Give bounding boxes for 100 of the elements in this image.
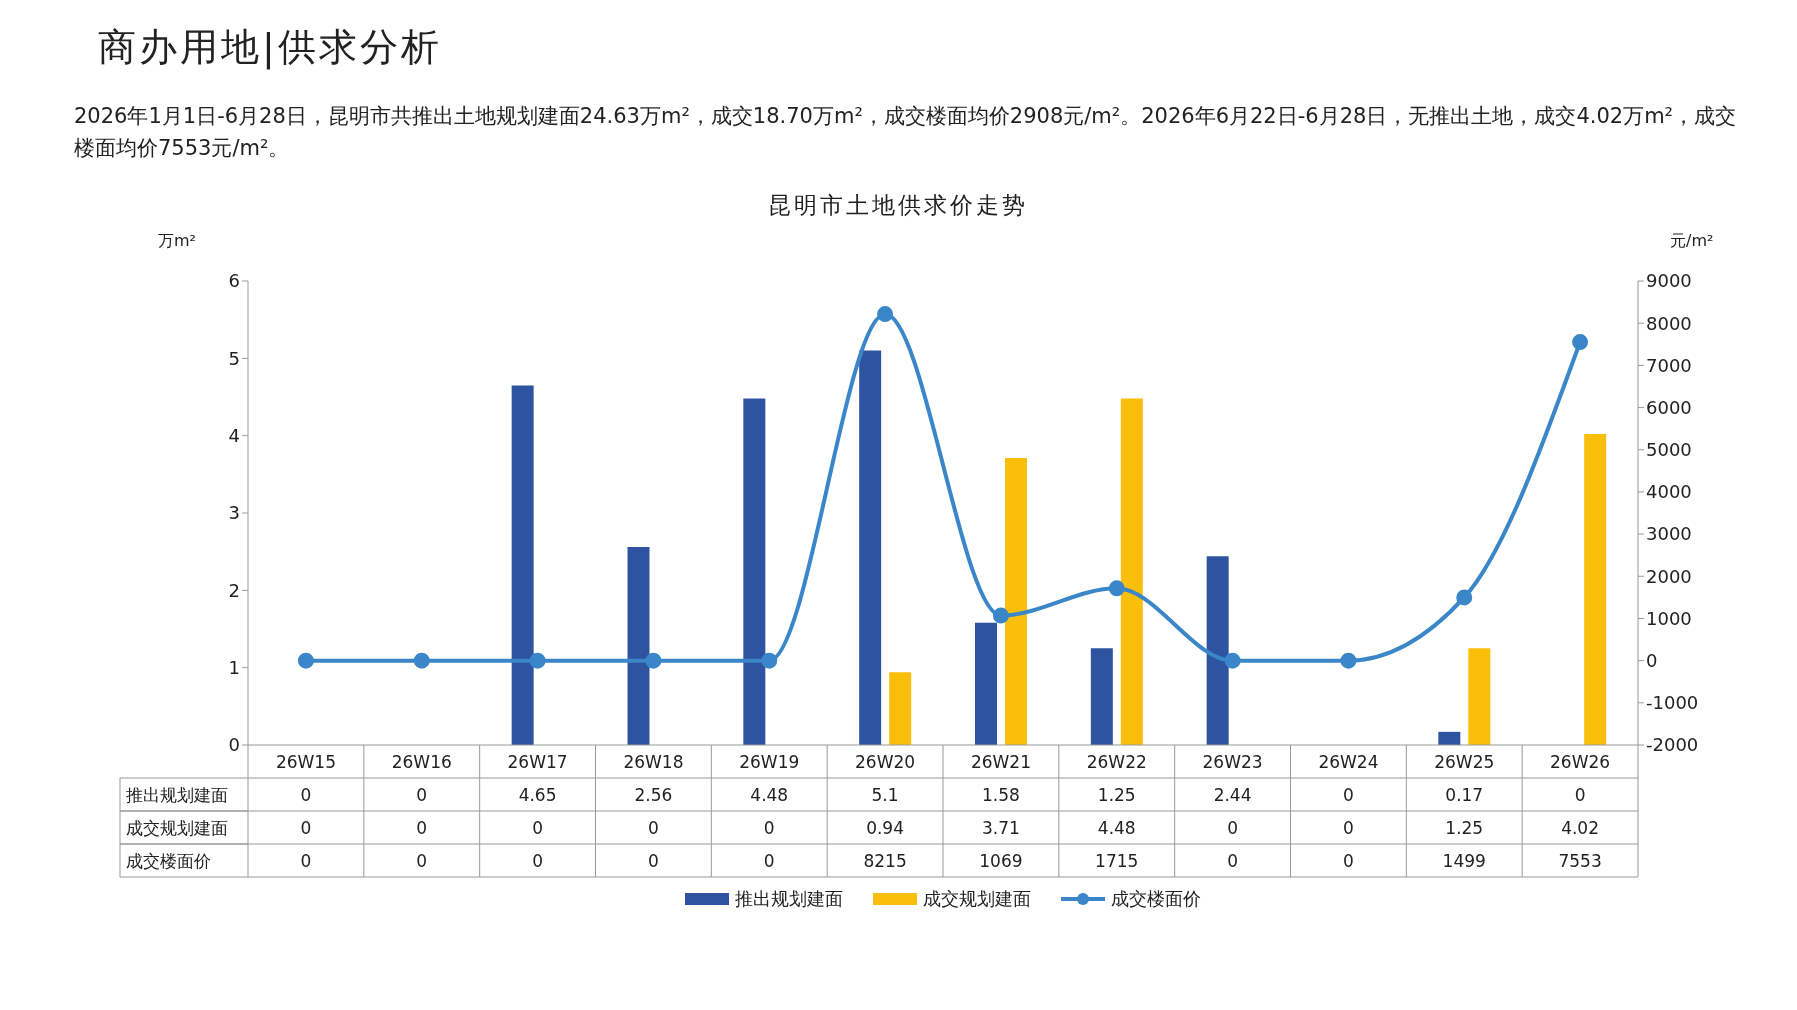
text: 2026年1月1日-6月28日，昆明市共推出土地规划建面24.63万m²，成交18.70万m²，成交楼面均价2908元/m²。2026年6月22日-6月28日，无推出土地，成交4.02万m²，成交楼面均价7553元/m²。 [73, 103, 1738, 162]
data-label: 0 [763, 817, 775, 838]
x-tick-label: 26W15 [275, 751, 336, 772]
y-tick-label: 2 [228, 579, 240, 601]
bar [1005, 458, 1027, 745]
text: 成交规划建面 [126, 817, 228, 838]
point [529, 652, 546, 669]
text: 商办用地|供求分析 [97, 24, 443, 72]
data-label: 0 [763, 850, 775, 871]
data-label: 4.48 [1097, 817, 1136, 838]
y2-tick-label: 7000 [1646, 354, 1692, 376]
data-label: 0 [416, 850, 428, 871]
y2-tick-label: 4000 [1646, 481, 1692, 503]
point [645, 652, 662, 669]
y2-tick-label: 6000 [1646, 396, 1692, 418]
y2-tick-label: -2000 [1646, 734, 1699, 756]
legend-label: 成交规划建面 [923, 887, 1031, 911]
bar [627, 547, 650, 745]
bar [1468, 648, 1491, 745]
data-label: 0 [648, 850, 659, 871]
data-label: 0 [1227, 817, 1238, 838]
data-label: 3.71 [981, 817, 1020, 838]
y-tick-label: 5 [228, 347, 240, 369]
y2-tick-label: 0 [1646, 650, 1658, 672]
bar [889, 672, 912, 745]
y-tick-label: 3 [228, 502, 240, 524]
bar [1584, 434, 1607, 745]
data-label: 4.02 [1561, 817, 1600, 838]
data-label: 0 [300, 784, 312, 805]
y2-axis-title: 元/m² [1670, 231, 1714, 252]
point [992, 607, 1009, 624]
point [1572, 334, 1589, 351]
data-label: 0 [1343, 784, 1354, 805]
chart-title: 昆明市土地供求价走势 [767, 191, 1029, 220]
y2-tick-label: 2000 [1646, 565, 1692, 587]
y-tick-label: 1 [228, 657, 240, 679]
point [1224, 652, 1241, 669]
data-label: 0.17 [1445, 784, 1484, 805]
y2-tick-label: 8000 [1646, 312, 1692, 334]
x-tick-label: 26W17 [507, 751, 568, 772]
legend-label: 推出规划建面 [735, 887, 843, 911]
y-axis-title: 万m² [158, 231, 196, 252]
y2-tick-label: -1000 [1646, 692, 1699, 714]
data-label: 4.65 [518, 784, 557, 805]
point [1456, 589, 1473, 606]
point [877, 306, 894, 323]
x-tick-label: 26W20 [855, 751, 916, 772]
point [413, 652, 430, 669]
y-tick-label: 4 [228, 425, 240, 447]
x-tick-label: 26W22 [1086, 751, 1147, 772]
data-label: 0.94 [866, 817, 905, 838]
bar [511, 385, 534, 745]
data-label: 1069 [979, 850, 1023, 871]
data-label: 4.48 [750, 784, 789, 805]
bar [1438, 731, 1461, 745]
bar [975, 622, 997, 745]
data-label: 0 [1574, 784, 1586, 805]
y2-tick-label: 3000 [1646, 523, 1692, 545]
text: 推出规划建面 [126, 784, 228, 805]
y2-tick-label: 5000 [1646, 439, 1692, 461]
legend-label: 成交楼面价 [1111, 887, 1201, 911]
bar [1090, 648, 1113, 745]
data-label: 7553 [1558, 850, 1602, 871]
x-tick-label: 26W18 [623, 751, 684, 772]
data-label: 0 [300, 817, 312, 838]
data-label: 1.58 [981, 784, 1020, 805]
x-tick-label: 26W25 [1434, 751, 1495, 772]
data-label: 0 [1227, 850, 1238, 871]
bar [859, 350, 882, 745]
data-label: 5.1 [871, 784, 899, 805]
text: 成交楼面价 [126, 850, 211, 871]
y-tick-label: 0 [228, 734, 240, 756]
data-label: 0 [416, 817, 428, 838]
y2-tick-label: 1000 [1646, 607, 1692, 629]
point [1340, 652, 1357, 669]
x-tick-label: 26W26 [1550, 751, 1611, 772]
y-tick-label: 6 [228, 270, 240, 292]
point [761, 652, 778, 669]
bar [1120, 398, 1143, 745]
x-tick-label: 26W24 [1318, 751, 1379, 772]
data-label: 0 [532, 817, 543, 838]
bar [1206, 556, 1229, 745]
point [1108, 580, 1125, 597]
bar [743, 398, 766, 745]
data-label: 0 [416, 784, 428, 805]
data-label: 0 [532, 850, 543, 871]
data-label: 0 [300, 850, 312, 871]
data-label: 0 [1343, 817, 1354, 838]
x-tick-label: 26W16 [391, 751, 452, 772]
data-label: 1499 [1442, 850, 1486, 871]
x-tick-label: 26W23 [1202, 751, 1263, 772]
data-label: 1.25 [1097, 784, 1136, 805]
x-tick-label: 26W19 [739, 751, 800, 772]
data-label: 0 [1343, 850, 1354, 871]
data-label: 1715 [1095, 850, 1139, 871]
data-label: 0 [648, 817, 659, 838]
data-label: 2.44 [1213, 784, 1252, 805]
data-label: 8215 [863, 850, 907, 871]
y2-tick-label: 9000 [1646, 270, 1692, 292]
data-label: 1.25 [1445, 817, 1484, 838]
